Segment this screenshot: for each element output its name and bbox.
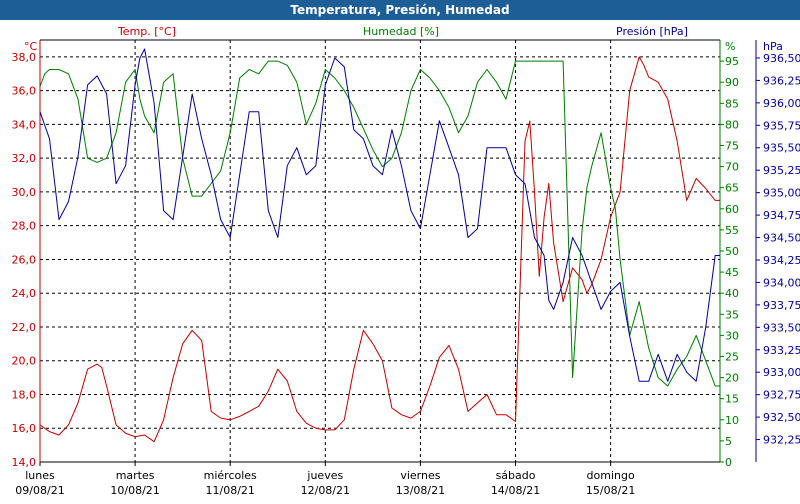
humidity-tick-label: 20 xyxy=(725,372,739,385)
humidity-tick-label: 0 xyxy=(725,456,732,469)
x-tick-day-label: lunes xyxy=(25,469,55,482)
x-tick-date-label: 13/08/21 xyxy=(396,484,445,497)
humidity-tick-label: 50 xyxy=(725,245,739,258)
pressure-tick-label: 932,50 xyxy=(763,411,800,424)
pressure-tick-label: 934,00 xyxy=(763,276,800,289)
pressure-tick-label: 935,75 xyxy=(763,119,800,132)
x-tick-date-label: 09/08/21 xyxy=(15,484,64,497)
x-tick-date-label: 14/08/21 xyxy=(491,484,540,497)
temperature-tick-label: 34,0 xyxy=(12,118,37,131)
chart-area: 14,0 16,0 18,0 20,0 22,0 24,0 26,0 28,0 30,0 32,0… xyxy=(0,20,800,500)
pressure-tick-label: 932,75 xyxy=(763,389,800,402)
x-tick-day-label: jueves xyxy=(306,469,343,482)
humidity-tick-label: 30 xyxy=(725,329,739,342)
temperature-tick-label: 24,0 xyxy=(12,287,37,300)
x-tick-date-label: 12/08/21 xyxy=(301,484,350,497)
pressure-tick-label: 933,50 xyxy=(763,321,800,334)
humidity-tick-label: 80 xyxy=(725,118,739,131)
humidity-tick-label: 95 xyxy=(725,55,739,68)
humidity-tick-label: 75 xyxy=(725,140,739,153)
humidity-tick-label: 45 xyxy=(725,266,739,279)
humidity-tick-label: 10 xyxy=(725,414,739,427)
temperature-tick-label: 16,0 xyxy=(12,422,37,435)
temperature-tick-label: 28,0 xyxy=(12,220,37,233)
humidity-unit-label: % xyxy=(725,40,735,53)
humidity-tick-label: 85 xyxy=(725,97,739,110)
x-tick-day-label: miércoles xyxy=(204,469,257,482)
x-tick-day-label: domingo xyxy=(587,469,635,482)
pressure-tick-label: 933,75 xyxy=(763,299,800,312)
temperature-axis-title: Temp. [°C] xyxy=(117,25,176,38)
temperature-tick-label: 30,0 xyxy=(12,186,37,199)
humidity-tick-label: 5 xyxy=(725,435,732,448)
chart-svg: 14,0 16,0 18,0 20,0 22,0 24,0 26,0 28,0 30,0 32,0… xyxy=(0,20,800,500)
temperature-unit-label: °C xyxy=(24,40,38,53)
pressure-axis-title: Presión [hPa] xyxy=(616,25,688,38)
temperature-tick-label: 32,0 xyxy=(12,152,37,165)
humidity-tick-label: 60 xyxy=(725,203,739,216)
temperature-tick-label: 18,0 xyxy=(12,388,37,401)
pressure-tick-label: 935,00 xyxy=(763,187,800,200)
temperature-tick-label: 14,0 xyxy=(12,456,37,469)
humidity-tick-label: 35 xyxy=(725,308,739,321)
pressure-tick-label: 936,25 xyxy=(763,74,800,87)
pressure-tick-label: 934,75 xyxy=(763,209,800,222)
humidity-tick-label: 25 xyxy=(725,351,739,364)
pressure-tick-label: 934,50 xyxy=(763,232,800,245)
chart-title-bar: Temperatura, Presión, Humedad xyxy=(0,0,800,20)
x-tick-date-label: 10/08/21 xyxy=(110,484,159,497)
pressure-tick-label: 933,00 xyxy=(763,366,800,379)
temperature-tick-label: 20,0 xyxy=(12,355,37,368)
x-tick-date-label: 11/08/21 xyxy=(206,484,255,497)
humidity-axis-title: Humedad [%] xyxy=(363,25,439,38)
temperature-tick-label: 26,0 xyxy=(12,253,37,266)
x-tick-date-label: 15/08/21 xyxy=(586,484,635,497)
temperature-tick-label: 22,0 xyxy=(12,321,37,334)
pressure-tick-label: 932,25 xyxy=(763,434,800,447)
temperature-tick-label: 36,0 xyxy=(12,85,37,98)
humidity-tick-label: 40 xyxy=(725,287,739,300)
pressure-tick-label: 935,50 xyxy=(763,142,800,155)
chart-title: Temperatura, Presión, Humedad xyxy=(290,3,509,17)
pressure-tick-label: 933,25 xyxy=(763,344,800,357)
humidity-tick-label: 55 xyxy=(725,224,739,237)
pressure-tick-label: 935,25 xyxy=(763,164,800,177)
pressure-tick-label: 936,50 xyxy=(763,52,800,65)
humidity-tick-label: 65 xyxy=(725,182,739,195)
pressure-unit-label: hPa xyxy=(763,40,783,53)
pressure-tick-label: 934,25 xyxy=(763,254,800,267)
x-tick-day-label: viernes xyxy=(400,469,440,482)
humidity-tick-label: 70 xyxy=(725,161,739,174)
x-tick-day-label: martes xyxy=(116,469,155,482)
humidity-tick-label: 15 xyxy=(725,393,739,406)
pressure-tick-label: 936,00 xyxy=(763,97,800,110)
humidity-tick-label: 90 xyxy=(725,76,739,89)
x-tick-day-label: sábado xyxy=(496,469,536,482)
